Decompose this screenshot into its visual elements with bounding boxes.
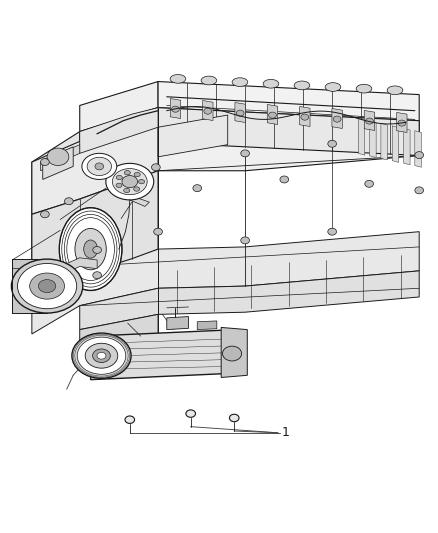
Polygon shape [358,118,365,155]
Ellipse shape [77,337,126,374]
Ellipse shape [87,157,112,175]
Polygon shape [167,317,188,329]
Polygon shape [32,171,158,297]
Polygon shape [80,271,419,329]
Ellipse shape [415,187,424,194]
Polygon shape [203,101,213,120]
Polygon shape [392,126,399,163]
Polygon shape [170,99,181,118]
Ellipse shape [138,180,145,184]
Polygon shape [197,321,217,329]
Ellipse shape [97,352,106,359]
Polygon shape [158,108,419,156]
Polygon shape [91,329,237,379]
Ellipse shape [116,175,122,180]
Ellipse shape [41,158,49,166]
Polygon shape [381,124,388,160]
Ellipse shape [366,118,373,124]
Ellipse shape [152,164,160,171]
Ellipse shape [232,78,248,86]
Polygon shape [221,327,247,377]
Ellipse shape [64,198,73,205]
Polygon shape [332,108,343,128]
Polygon shape [396,112,407,133]
Ellipse shape [230,414,239,422]
Ellipse shape [59,208,122,290]
Ellipse shape [124,171,131,175]
Ellipse shape [41,211,49,218]
Ellipse shape [125,416,134,423]
Ellipse shape [223,346,242,361]
Ellipse shape [72,333,131,378]
Ellipse shape [134,172,140,177]
Ellipse shape [154,228,162,235]
Polygon shape [12,259,47,313]
Ellipse shape [328,228,336,235]
Ellipse shape [365,180,374,187]
Ellipse shape [122,175,138,188]
Text: 1: 1 [282,426,290,439]
Polygon shape [41,144,80,171]
Ellipse shape [30,273,64,299]
Ellipse shape [106,163,154,200]
Polygon shape [130,197,149,206]
Ellipse shape [113,168,147,195]
Polygon shape [80,108,419,188]
Polygon shape [32,108,158,214]
Polygon shape [158,115,228,157]
Ellipse shape [186,410,195,417]
Ellipse shape [387,86,403,95]
Polygon shape [370,121,376,158]
Ellipse shape [92,349,110,362]
Ellipse shape [333,116,341,122]
Ellipse shape [170,75,186,83]
Ellipse shape [85,343,118,368]
Polygon shape [403,128,410,165]
Ellipse shape [172,106,180,112]
Ellipse shape [325,83,341,91]
Polygon shape [267,104,278,125]
Ellipse shape [116,183,122,188]
Ellipse shape [93,272,102,279]
Ellipse shape [201,76,217,85]
Ellipse shape [268,112,276,118]
Ellipse shape [415,151,424,158]
Polygon shape [32,232,419,334]
Polygon shape [32,132,80,297]
Polygon shape [43,147,73,180]
Ellipse shape [193,184,201,192]
Ellipse shape [294,81,310,90]
Ellipse shape [263,79,279,88]
Ellipse shape [93,246,102,254]
Ellipse shape [280,176,289,183]
Ellipse shape [82,154,117,180]
Ellipse shape [398,120,406,126]
Polygon shape [80,108,158,154]
Ellipse shape [241,237,250,244]
Polygon shape [80,82,158,132]
Ellipse shape [47,148,69,166]
Ellipse shape [18,263,77,309]
Polygon shape [235,102,245,123]
Ellipse shape [204,108,212,114]
Polygon shape [300,107,310,126]
Polygon shape [364,110,374,131]
Ellipse shape [39,279,56,293]
Ellipse shape [301,114,309,120]
Ellipse shape [11,259,83,313]
Polygon shape [158,82,419,120]
Ellipse shape [124,188,130,192]
Ellipse shape [236,110,244,116]
Polygon shape [80,314,158,356]
Ellipse shape [328,140,336,147]
Ellipse shape [356,84,372,93]
Polygon shape [415,131,421,167]
Ellipse shape [134,187,140,191]
Polygon shape [41,258,97,284]
Ellipse shape [75,229,106,270]
Ellipse shape [84,240,98,258]
Ellipse shape [241,150,250,157]
Ellipse shape [95,163,104,170]
